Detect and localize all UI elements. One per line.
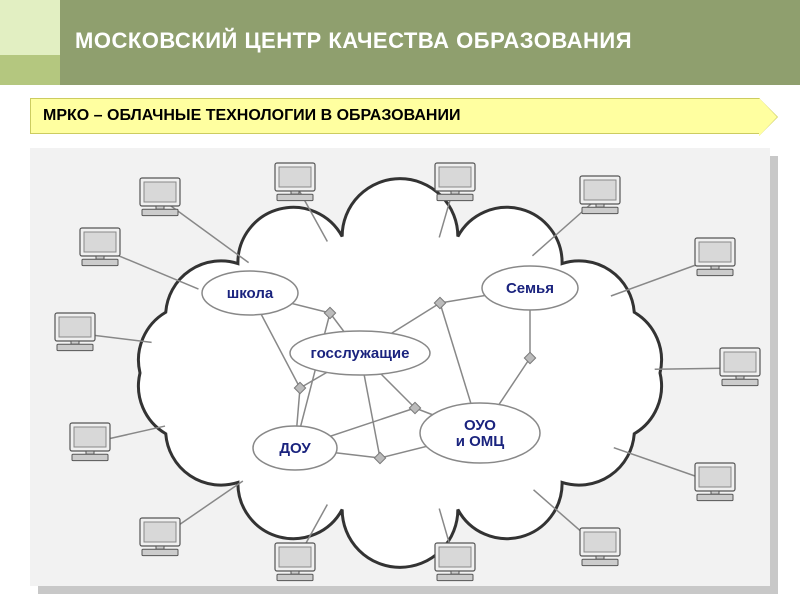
diagram-svg: школа Семья госслужащие ДОУ ОУОи ОМЦ	[30, 148, 770, 586]
computer-icon	[435, 163, 475, 201]
cloud-node-label-dou: ДОУ	[279, 440, 311, 457]
computer-icon	[580, 176, 620, 214]
cloud-node-label-ouo: и ОМЦ	[456, 433, 505, 450]
computer-icon	[435, 543, 475, 581]
spoke-line	[160, 198, 249, 263]
header-accent-2	[0, 55, 60, 85]
computer-icon	[70, 423, 110, 461]
computer-icon	[695, 463, 735, 501]
cloud-outline	[138, 179, 661, 568]
subtitle-text: МРКО – ОБЛАЧНЫЕ ТЕХНОЛОГИИ В ОБРАЗОВАНИИ	[43, 107, 460, 125]
computer-icon	[275, 163, 315, 201]
computer-icon	[80, 228, 120, 266]
header-accent-1	[0, 0, 60, 55]
cloud-diagram: школа Семья госслужащие ДОУ ОУОи ОМЦ	[30, 148, 770, 586]
computer-icon	[55, 313, 95, 351]
computer-icon	[275, 543, 315, 581]
cloud-node-label-school: школа	[227, 285, 274, 302]
computer-icon	[580, 528, 620, 566]
page-title: МОСКОВСКИЙ ЦЕНТР КАЧЕСТВА ОБРАЗОВАНИЯ	[75, 28, 632, 54]
cloud-node-label-gov: госслужащие	[311, 345, 410, 362]
computer-icon	[140, 518, 180, 556]
computer-icon	[720, 348, 760, 386]
computer-icon	[140, 178, 180, 216]
cloud-node-label-family: Семья	[506, 280, 554, 297]
subtitle-banner: МРКО – ОБЛАЧНЫЕ ТЕХНОЛОГИИ В ОБРАЗОВАНИИ	[30, 98, 760, 134]
cloud-node-label-ouo: ОУО	[464, 417, 496, 434]
computer-icon	[695, 238, 735, 276]
header-bar: МОСКОВСКИЙ ЦЕНТР КАЧЕСТВА ОБРАЗОВАНИЯ	[0, 0, 800, 85]
